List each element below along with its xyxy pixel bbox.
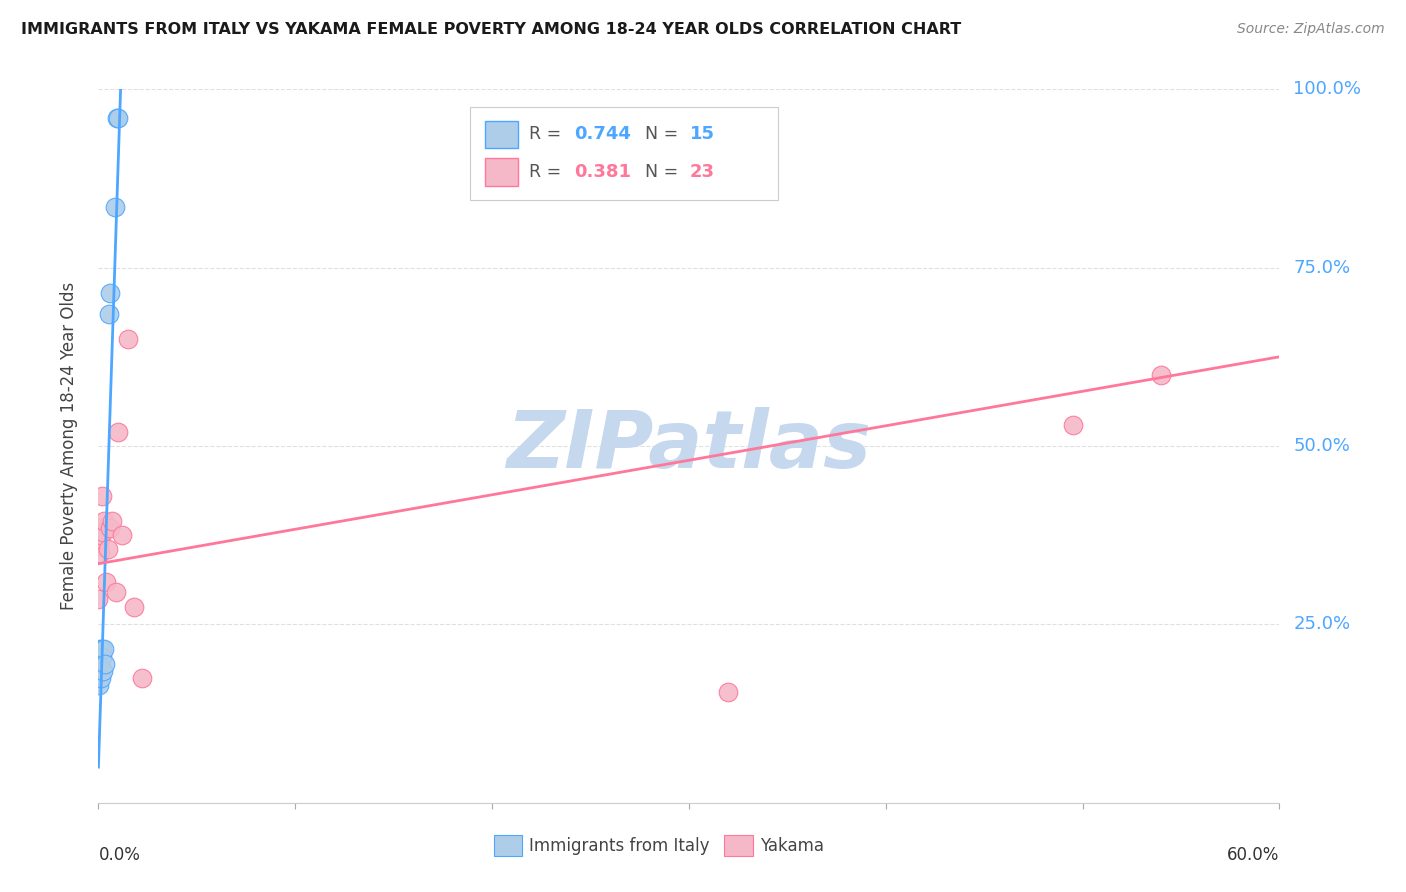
Point (89, 528, 111, 542)
Point (91, 642, 114, 657)
Point (90, 528, 112, 542)
Point (91, 524, 114, 539)
Point (90, 671, 112, 685)
Point (91, 664, 114, 678)
Text: 0.744: 0.744 (575, 125, 631, 143)
Text: R =: R = (530, 163, 567, 181)
Text: Immigrants from Italy: Immigrants from Italy (530, 837, 710, 855)
Point (105, 111, 128, 125)
Point (717, 685, 740, 699)
Point (107, 111, 129, 125)
Point (1062, 417, 1084, 432)
Point (89, 642, 111, 657)
Text: Yakama: Yakama (759, 837, 824, 855)
Text: 25.0%: 25.0% (1294, 615, 1351, 633)
Text: ZIPatlas: ZIPatlas (506, 407, 872, 485)
Point (105, 585, 128, 599)
FancyBboxPatch shape (485, 159, 517, 186)
Point (91, 649, 114, 664)
Text: 100.0%: 100.0% (1294, 80, 1361, 98)
Point (93, 642, 115, 657)
Text: Source: ZipAtlas.com: Source: ZipAtlas.com (1237, 22, 1385, 37)
FancyBboxPatch shape (471, 107, 778, 200)
Text: 23: 23 (690, 163, 716, 181)
Point (89, 657, 111, 671)
Text: 50.0%: 50.0% (1294, 437, 1350, 455)
Point (93, 657, 115, 671)
Text: N =: N = (645, 163, 683, 181)
Text: 15: 15 (690, 125, 716, 143)
Point (90, 660, 112, 674)
Point (91, 489, 114, 503)
Point (87, 592, 110, 607)
Text: 60.0%: 60.0% (1227, 846, 1279, 863)
Point (101, 514, 124, 528)
Point (87, 539, 110, 553)
Y-axis label: Female Poverty Among 18-24 Year Olds: Female Poverty Among 18-24 Year Olds (59, 282, 77, 610)
Point (89, 546, 111, 560)
Text: R =: R = (530, 125, 567, 143)
Point (98, 521, 121, 535)
Point (97, 542, 120, 557)
Point (89, 678, 111, 692)
Text: 75.0%: 75.0% (1294, 259, 1351, 277)
Point (107, 425, 129, 439)
Point (98, 307, 121, 321)
Point (96, 574, 118, 589)
Text: 0.381: 0.381 (575, 163, 631, 181)
Point (90, 521, 112, 535)
FancyBboxPatch shape (494, 835, 523, 856)
Point (1150, 368, 1173, 382)
FancyBboxPatch shape (485, 120, 517, 148)
Point (104, 200, 127, 214)
Text: 0.0%: 0.0% (98, 846, 141, 863)
Point (111, 528, 134, 542)
Point (93, 514, 115, 528)
Point (117, 332, 139, 346)
Text: N =: N = (645, 125, 683, 143)
Text: IMMIGRANTS FROM ITALY VS YAKAMA FEMALE POVERTY AMONG 18-24 YEAR OLDS CORRELATION: IMMIGRANTS FROM ITALY VS YAKAMA FEMALE P… (21, 22, 962, 37)
FancyBboxPatch shape (724, 835, 752, 856)
Point (122, 599, 145, 614)
Point (89, 532, 111, 546)
Point (98, 285, 121, 300)
Point (131, 671, 153, 685)
